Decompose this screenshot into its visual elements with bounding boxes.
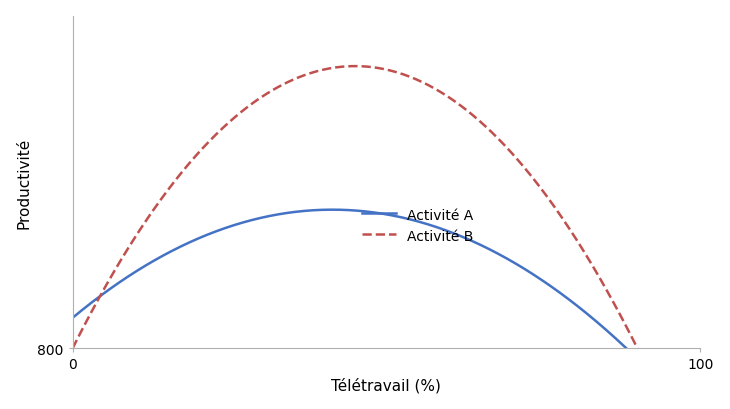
Activité A <box>367 210 376 215</box>
Activité A <box>327 208 336 213</box>
Legend: Activité A, Activité B: Activité A, Activité B <box>356 202 480 249</box>
Activité A <box>372 211 380 216</box>
Activité B <box>351 65 360 70</box>
X-axis label: Télétravail (%): Télétravail (%) <box>331 377 442 392</box>
Activité B <box>372 66 380 71</box>
Activité A <box>409 218 418 223</box>
Activité A <box>584 312 593 317</box>
Activité B <box>68 346 77 351</box>
Activité B <box>367 65 376 70</box>
Activité A <box>443 229 452 234</box>
Activité B <box>584 256 593 261</box>
Activité A <box>68 315 77 320</box>
Activité A <box>682 408 691 409</box>
Activité B <box>409 76 418 81</box>
Activité B <box>443 94 452 99</box>
Y-axis label: Productivité: Productivité <box>17 137 31 228</box>
Line: Activité A: Activité A <box>72 210 700 409</box>
Line: Activité B: Activité B <box>72 67 700 409</box>
